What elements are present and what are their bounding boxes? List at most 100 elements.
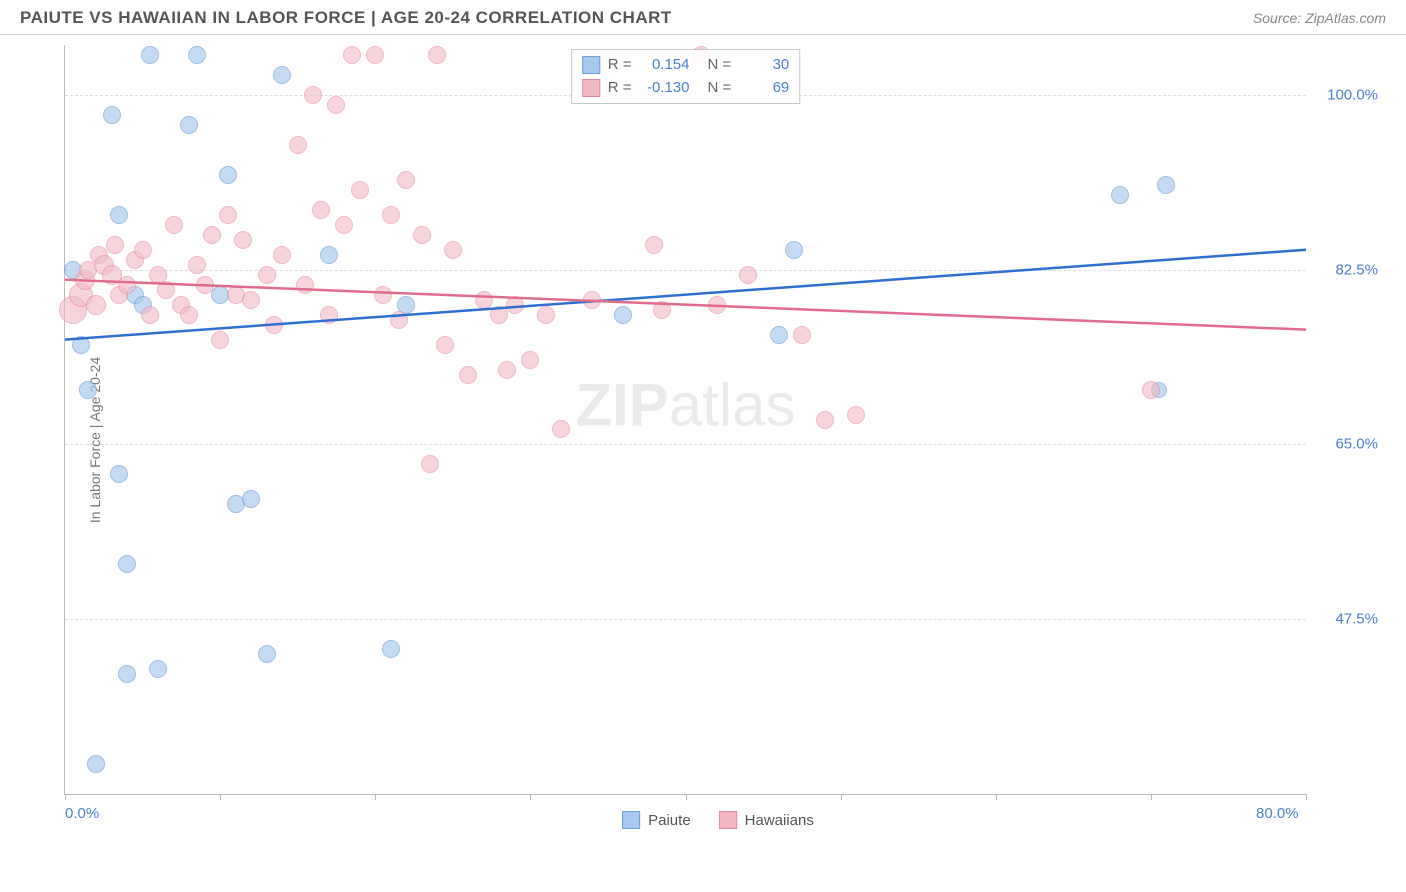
data-point <box>304 86 322 104</box>
y-tick-label: 65.0% <box>1335 436 1378 453</box>
chart-source: Source: ZipAtlas.com <box>1253 10 1386 26</box>
gridline-h <box>65 444 1306 445</box>
legend-r-label: R = <box>608 54 632 77</box>
data-point <box>397 171 415 189</box>
data-point <box>258 645 276 663</box>
legend-swatch <box>582 56 600 74</box>
data-point <box>351 181 369 199</box>
data-point <box>110 465 128 483</box>
data-point <box>459 366 477 384</box>
legend-r-label: R = <box>608 77 632 100</box>
legend-swatch <box>622 811 640 829</box>
data-point <box>421 455 439 473</box>
y-tick-label: 82.5% <box>1335 261 1378 278</box>
data-point <box>273 246 291 264</box>
data-point <box>320 246 338 264</box>
watermark-bold: ZIP <box>575 371 668 438</box>
legend-series-name: Hawaiians <box>745 812 814 829</box>
data-point <box>258 266 276 284</box>
legend-item: Hawaiians <box>719 811 814 829</box>
data-point <box>110 206 128 224</box>
plot-region: ZIPatlas R =0.154N =30R =-0.130N =69 100… <box>64 45 1306 795</box>
x-tick-label: 0.0% <box>65 805 99 822</box>
data-point <box>296 276 314 294</box>
data-point <box>180 116 198 134</box>
chart-header: PAIUTE VS HAWAIIAN IN LABOR FORCE | AGE … <box>0 0 1406 35</box>
x-tick <box>530 794 531 800</box>
data-point <box>165 216 183 234</box>
data-point <box>847 406 865 424</box>
data-point <box>382 640 400 658</box>
data-point <box>1142 381 1160 399</box>
legend-item: Paiute <box>622 811 691 829</box>
x-tick <box>1306 794 1307 800</box>
data-point <box>614 306 632 324</box>
x-tick <box>996 794 997 800</box>
data-point <box>343 46 361 64</box>
data-point <box>157 281 175 299</box>
x-tick <box>220 794 221 800</box>
data-point <box>265 316 283 334</box>
data-point <box>141 306 159 324</box>
data-point <box>382 206 400 224</box>
data-point <box>141 46 159 64</box>
legend-n-value: 69 <box>739 77 789 100</box>
data-point <box>444 241 462 259</box>
legend-row: R =0.154N =30 <box>582 54 790 77</box>
correlation-legend: R =0.154N =30R =-0.130N =69 <box>571 49 801 104</box>
legend-swatch <box>719 811 737 829</box>
data-point <box>521 351 539 369</box>
legend-n-label: N = <box>708 77 732 100</box>
data-point <box>219 206 237 224</box>
data-point <box>72 336 90 354</box>
data-point <box>583 291 601 309</box>
y-tick-label: 47.5% <box>1335 611 1378 628</box>
data-point <box>475 291 493 309</box>
data-point <box>708 296 726 314</box>
data-point <box>312 201 330 219</box>
data-point <box>1157 176 1175 194</box>
chart-title: PAIUTE VS HAWAIIAN IN LABOR FORCE | AGE … <box>20 8 672 28</box>
data-point <box>816 411 834 429</box>
data-point <box>106 236 124 254</box>
data-point <box>436 336 454 354</box>
x-tick <box>1151 794 1152 800</box>
data-point <box>537 306 555 324</box>
data-point <box>149 660 167 678</box>
data-point <box>118 665 136 683</box>
data-point <box>552 420 570 438</box>
watermark-rest: atlas <box>669 371 796 438</box>
data-point <box>653 301 671 319</box>
data-point <box>289 136 307 154</box>
data-point <box>1111 186 1129 204</box>
x-tick <box>686 794 687 800</box>
legend-row: R = -0.130 N = 69 <box>582 77 790 100</box>
data-point <box>211 331 229 349</box>
data-point <box>739 266 757 284</box>
legend-r-value: 0.154 <box>640 54 690 77</box>
x-tick <box>375 794 376 800</box>
gridline-h <box>65 270 1306 271</box>
data-point <box>374 286 392 304</box>
legend-r-value: -0.130 <box>640 77 690 100</box>
data-point <box>413 226 431 244</box>
data-point <box>793 326 811 344</box>
data-point <box>785 241 803 259</box>
legend-n-label: N = <box>708 54 732 77</box>
data-point <box>327 96 345 114</box>
data-point <box>196 276 214 294</box>
x-tick <box>65 794 66 800</box>
data-point <box>498 361 516 379</box>
data-point <box>219 166 237 184</box>
data-point <box>188 256 206 274</box>
data-point <box>134 241 152 259</box>
data-point <box>86 295 106 315</box>
data-point <box>335 216 353 234</box>
data-point <box>79 381 97 399</box>
legend-swatch <box>582 79 600 97</box>
data-point <box>390 311 408 329</box>
trend-lines <box>65 45 1306 794</box>
watermark: ZIPatlas <box>575 370 795 439</box>
data-point <box>273 66 291 84</box>
data-point <box>490 306 508 324</box>
